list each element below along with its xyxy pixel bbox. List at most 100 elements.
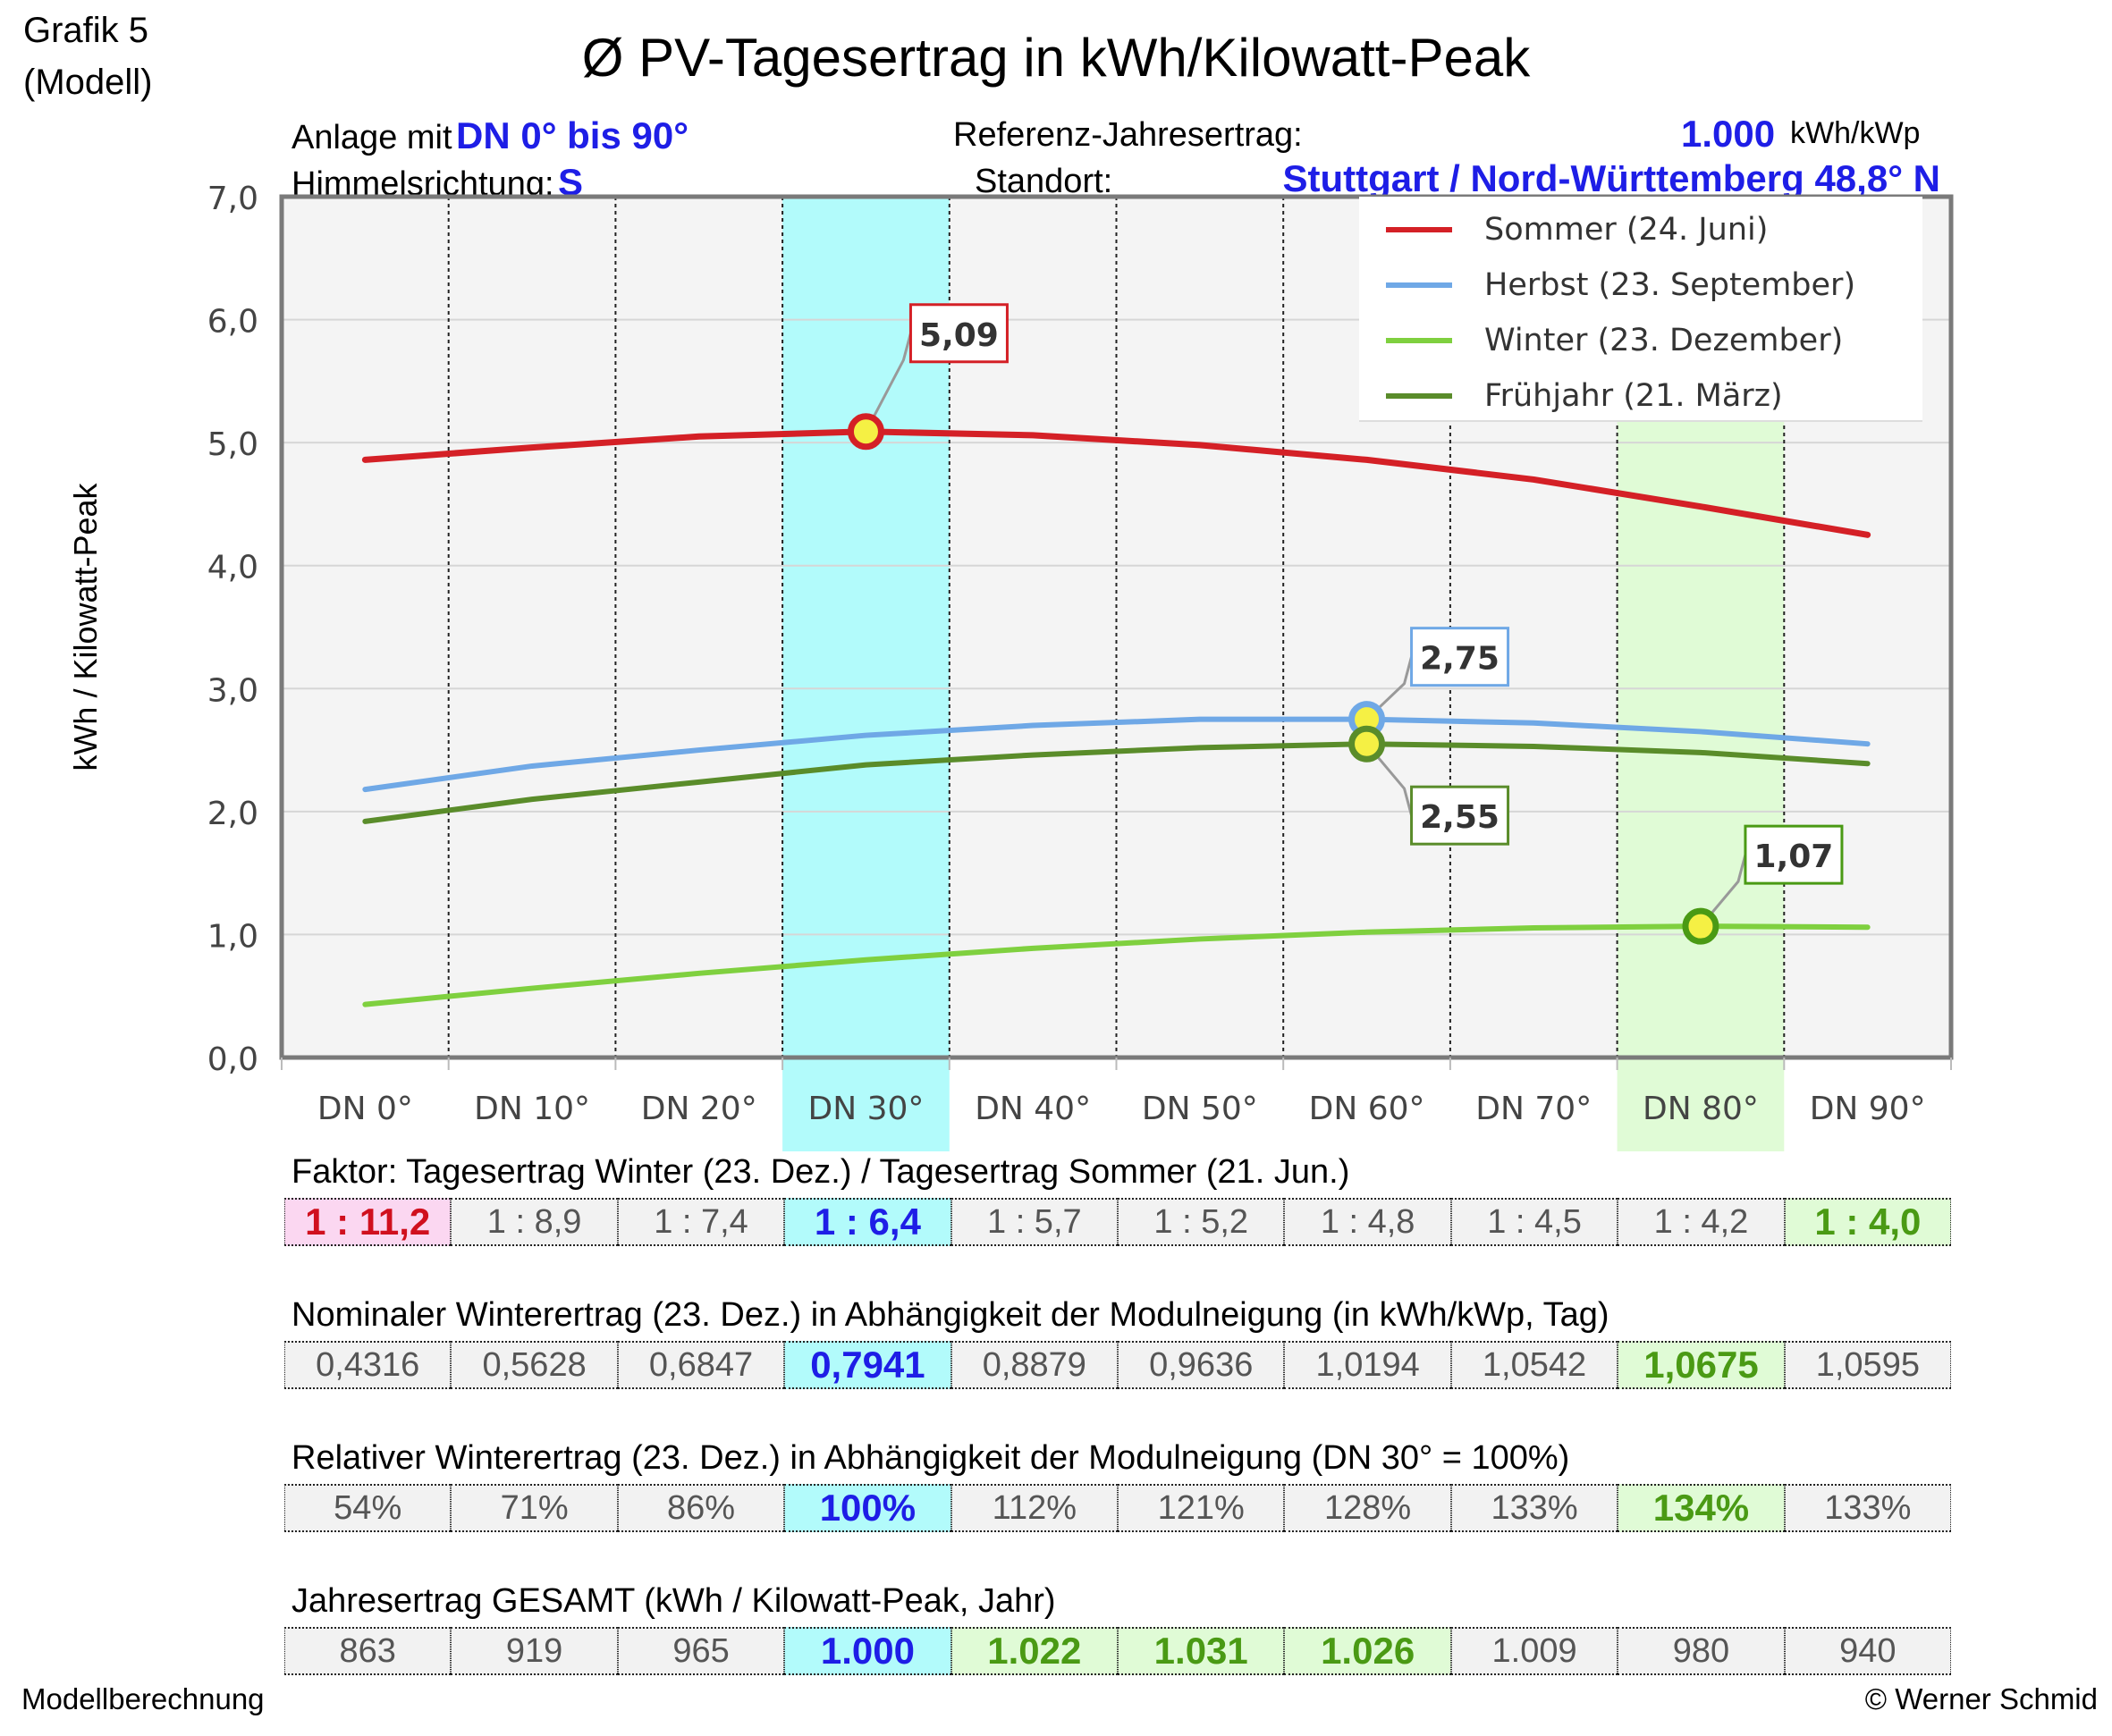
- legend-divider: [1359, 420, 1922, 422]
- table-cell: 0,4316: [284, 1341, 452, 1389]
- x-tick-label: DN 40°: [975, 1091, 1091, 1127]
- anlage-label: Anlage mit: [291, 119, 452, 156]
- data-point: [864, 733, 868, 737]
- callout-leader: [1365, 743, 1413, 816]
- table-cell: 1.031: [1118, 1627, 1285, 1675]
- legend-item: Frühjahr (21. März): [1386, 374, 1783, 418]
- data-point: [1532, 925, 1536, 930]
- legend-item: Winter (23. Dezember): [1386, 318, 1843, 363]
- y-tick-label: 1,0: [207, 918, 258, 955]
- data-point: [1197, 442, 1202, 447]
- table-cell: 863: [284, 1627, 452, 1675]
- callout-marker: [847, 413, 884, 451]
- data-point: [1698, 750, 1702, 754]
- table-cell: 0,6847: [617, 1341, 785, 1389]
- table-cell: 128%: [1284, 1484, 1451, 1532]
- table-cell: 1 : 5,2: [1118, 1198, 1285, 1246]
- y-tick-label: 6,0: [207, 304, 258, 341]
- callout-label: 2,55: [1420, 799, 1500, 836]
- table-row-faktor: 1 : 11,2 1 : 8,9 1 : 7,4 1 : 6,4 1 : 5,7 1 : …: [284, 1198, 1952, 1246]
- data-point: [1364, 458, 1369, 462]
- table-cell: 1,0595: [1784, 1341, 1952, 1389]
- table-cell: 133%: [1784, 1484, 1952, 1532]
- table-cell: 940: [1784, 1627, 1952, 1675]
- data-point: [1698, 729, 1702, 734]
- data-point: [1364, 930, 1369, 934]
- series-line: [362, 923, 1871, 1007]
- y-tick-label: 3,0: [207, 672, 258, 709]
- grafik-label: Grafik 5: [23, 11, 149, 50]
- modell-label: (Modell): [23, 63, 153, 102]
- data-point: [1865, 925, 1870, 930]
- table-row-jahresertrag: 863 919 965 1.000 1.022 1.031 1.026 1.009 980 940: [284, 1627, 1952, 1675]
- table-cell: 86%: [617, 1484, 785, 1532]
- legend-item: Sommer (24. Juni): [1386, 207, 1768, 252]
- table-cell: 134%: [1618, 1484, 1785, 1532]
- data-point: [697, 748, 701, 753]
- legend-label: Winter (23. Dezember): [1484, 323, 1844, 358]
- series-line: [362, 741, 1871, 824]
- table-cell: 1.022: [950, 1627, 1119, 1675]
- data-point: [864, 957, 868, 962]
- line-chart: 0,0 1,0 2,0 3,0 4,0 5,0 6,0 7,0 kWh / Kilowatt-P…: [67, 181, 1954, 1151]
- callout-leader: [865, 333, 912, 433]
- table-cell: 1.000: [784, 1627, 951, 1675]
- table-cell: 1 : 8,9: [451, 1198, 618, 1246]
- legend-label: Frühjahr (21. März): [1484, 378, 1783, 414]
- table-cell: 100%: [784, 1484, 951, 1532]
- x-tick-label: DN 60°: [1309, 1091, 1425, 1127]
- data-point: [697, 434, 701, 439]
- series-line: [362, 716, 1871, 793]
- x-tick-label: DN 30°: [807, 1091, 924, 1127]
- data-point: [530, 445, 535, 450]
- table-cell: 1,0542: [1450, 1341, 1618, 1389]
- x-tick-label: DN 0°: [317, 1091, 413, 1127]
- callout-leader: [1699, 854, 1747, 928]
- callout-box: [908, 303, 1009, 364]
- data-point: [530, 986, 535, 990]
- table-cell: 1.026: [1284, 1627, 1451, 1675]
- y-tick-label: 0,0: [207, 1041, 258, 1078]
- callout-label: 2,75: [1420, 641, 1500, 678]
- data-point: [864, 763, 868, 767]
- table-cell: 121%: [1118, 1484, 1285, 1532]
- referenz-value: 1.000: [1681, 113, 1776, 155]
- table-title-relativ: Relativer Winterertrag (23. Dez.) in Abh…: [291, 1439, 1570, 1477]
- data-point: [1532, 721, 1536, 725]
- callout-marker: [1682, 907, 1719, 945]
- table-cell: 965: [617, 1627, 785, 1675]
- callout-box: [1410, 785, 1510, 846]
- x-tick-label: DN 80°: [1643, 1091, 1759, 1127]
- data-point: [1031, 753, 1035, 757]
- data-point: [363, 819, 367, 823]
- data-point: [697, 971, 701, 975]
- table-title-nominal: Nominaler Winterertrag (23. Dez.) in Abh…: [291, 1296, 1609, 1334]
- footer-left: Modellberechnung: [21, 1682, 265, 1715]
- chart-title: Ø PV-Tagesertrag in kWh/Kilowatt-Peak: [581, 28, 1531, 88]
- x-tick-label: DN 20°: [641, 1091, 757, 1127]
- legend-swatch: [1386, 338, 1452, 343]
- table-cell: 980: [1618, 1627, 1785, 1675]
- table-cell: 1 : 11,2: [284, 1198, 452, 1246]
- legend-swatch: [1386, 393, 1452, 399]
- data-point: [363, 788, 367, 792]
- legend-item: Herbst (23. September): [1386, 263, 1855, 308]
- data-point: [1031, 723, 1035, 728]
- data-point: [1532, 477, 1536, 482]
- anlage-line: Anlage mit DN 0° bis 90°: [291, 114, 689, 157]
- data-point: [1031, 946, 1035, 950]
- standort-label: Standort:: [975, 163, 1113, 200]
- y-tick-label: 2,0: [207, 796, 258, 832]
- x-tick-label: DN 10°: [474, 1091, 590, 1127]
- table-cell: 1 : 4,5: [1450, 1198, 1618, 1246]
- data-point: [530, 797, 535, 802]
- table-cell: 133%: [1450, 1484, 1618, 1532]
- y-tick-label: 5,0: [207, 426, 258, 463]
- x-tick-label: DN 90°: [1810, 1091, 1926, 1127]
- table-cell: 1,0675: [1618, 1341, 1785, 1389]
- standort-value: Stuttgart / Nord-Württemberg 48,8° N: [1282, 157, 1941, 199]
- data-point: [530, 763, 535, 768]
- table-cell: 71%: [451, 1484, 618, 1532]
- table-cell: 0,7941: [784, 1341, 951, 1389]
- referenz-label: Referenz-Jahresertrag:: [953, 116, 1303, 154]
